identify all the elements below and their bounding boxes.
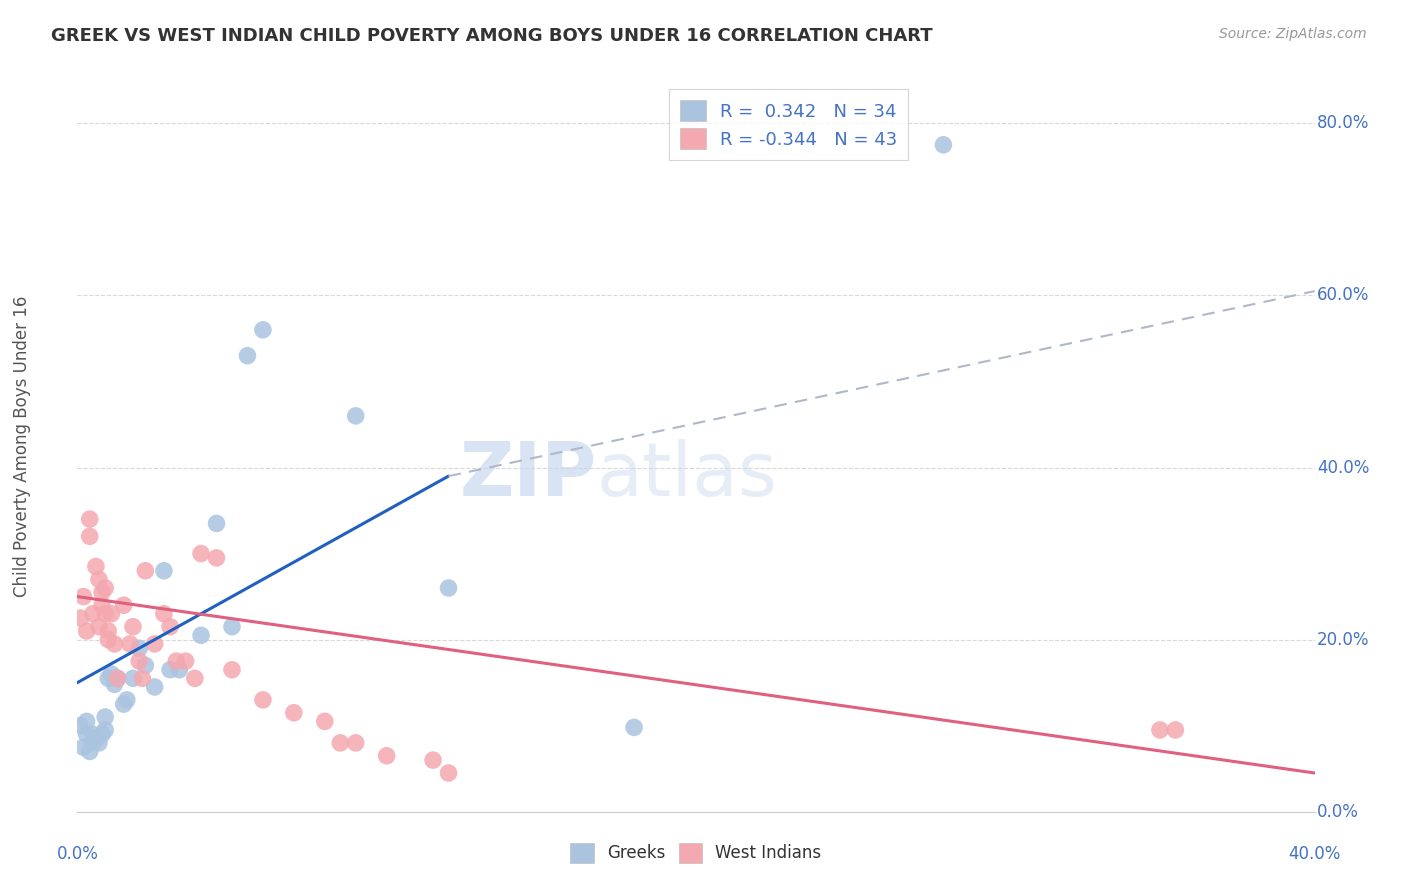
Point <box>283 706 305 720</box>
Point <box>100 667 122 681</box>
Point <box>94 607 117 621</box>
Point <box>184 671 207 685</box>
Point <box>128 641 150 656</box>
Point <box>153 564 176 578</box>
Point <box>437 766 460 780</box>
Point <box>94 581 117 595</box>
Point <box>344 736 367 750</box>
Point <box>76 727 98 741</box>
Point <box>314 714 336 729</box>
Point <box>122 620 145 634</box>
Point <box>932 137 955 152</box>
Point <box>118 637 141 651</box>
Point <box>91 598 114 612</box>
Point <box>115 693 138 707</box>
Point <box>205 516 228 531</box>
Text: 40.0%: 40.0% <box>1317 458 1369 476</box>
Point <box>82 736 104 750</box>
Text: GREEK VS WEST INDIAN CHILD POVERTY AMONG BOYS UNDER 16 CORRELATION CHART: GREEK VS WEST INDIAN CHILD POVERTY AMONG… <box>51 27 932 45</box>
Text: 60.0%: 60.0% <box>1317 286 1369 304</box>
Point <box>107 671 129 685</box>
Point <box>76 714 98 729</box>
Text: Child Poverty Among Boys Under 16: Child Poverty Among Boys Under 16 <box>13 295 31 597</box>
Point <box>94 723 117 737</box>
Point <box>205 550 228 565</box>
Point <box>79 512 101 526</box>
Text: 80.0%: 80.0% <box>1317 114 1369 132</box>
Point <box>82 607 104 621</box>
Point <box>97 624 120 638</box>
Point <box>153 607 176 621</box>
Point <box>221 620 243 634</box>
Point <box>122 671 145 685</box>
Point <box>97 632 120 647</box>
Point <box>112 598 135 612</box>
Point <box>143 680 166 694</box>
Point <box>437 581 460 595</box>
Point <box>103 637 125 651</box>
Point <box>94 710 117 724</box>
Point <box>329 736 352 750</box>
Point <box>82 727 104 741</box>
Text: 40.0%: 40.0% <box>1288 845 1341 863</box>
Point <box>91 585 114 599</box>
Point <box>159 663 181 677</box>
Point <box>344 409 367 423</box>
Point <box>252 323 274 337</box>
Point <box>623 720 645 734</box>
Point <box>174 654 197 668</box>
Point <box>190 547 212 561</box>
Point <box>422 753 444 767</box>
Point <box>252 693 274 707</box>
Point <box>221 663 243 677</box>
Point <box>91 727 114 741</box>
Point <box>107 671 129 685</box>
Point <box>131 671 153 685</box>
Point <box>134 658 156 673</box>
Point <box>1164 723 1187 737</box>
Point <box>84 559 107 574</box>
Point <box>72 590 94 604</box>
Point <box>87 573 110 587</box>
Point <box>87 620 110 634</box>
Point <box>1149 723 1171 737</box>
Point <box>128 654 150 668</box>
Point <box>76 624 98 638</box>
Text: 0.0%: 0.0% <box>56 845 98 863</box>
Text: ZIP: ZIP <box>460 439 598 512</box>
Text: atlas: atlas <box>598 439 778 512</box>
Point <box>69 719 91 733</box>
Point <box>375 748 398 763</box>
Point <box>169 663 191 677</box>
Point <box>159 620 181 634</box>
Point <box>97 671 120 685</box>
Text: 0.0%: 0.0% <box>1317 803 1360 821</box>
Point <box>103 677 125 691</box>
Point <box>236 349 259 363</box>
Point <box>69 611 91 625</box>
Point <box>165 654 187 668</box>
Point <box>79 529 101 543</box>
Point <box>143 637 166 651</box>
Point <box>72 740 94 755</box>
Point <box>84 731 107 746</box>
Point <box>134 564 156 578</box>
Point <box>79 744 101 758</box>
Point <box>100 607 122 621</box>
Point <box>87 736 110 750</box>
Legend: Greeks, West Indians: Greeks, West Indians <box>564 837 828 869</box>
Text: Source: ZipAtlas.com: Source: ZipAtlas.com <box>1219 27 1367 41</box>
Text: 20.0%: 20.0% <box>1317 631 1369 648</box>
Point <box>190 628 212 642</box>
Point <box>112 697 135 711</box>
